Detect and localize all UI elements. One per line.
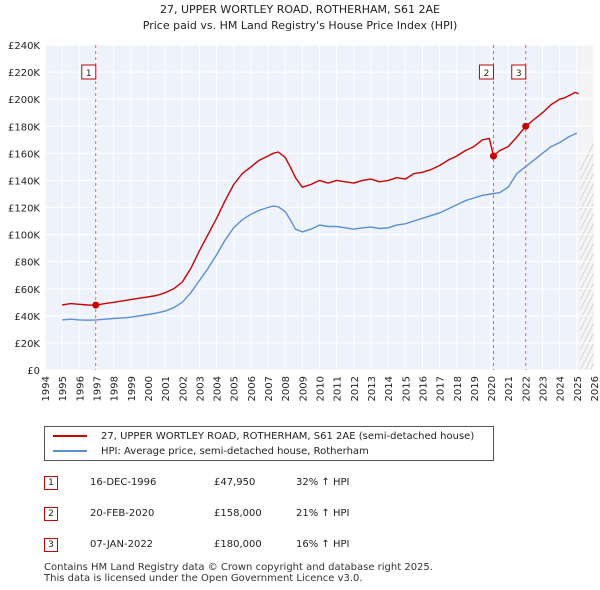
sale-marker-labels: 1 2 3	[81, 64, 527, 80]
x-tick-label: 2009	[298, 376, 309, 401]
sale-marker-lines	[95, 45, 527, 370]
y-tick-label: £180K	[8, 122, 40, 133]
x-tick-label: 2016	[418, 376, 429, 401]
transaction-hpi: 21% ↑ HPI	[296, 508, 350, 519]
property-price-line	[62, 91, 579, 306]
sale-label-box-1	[81, 64, 97, 80]
x-tick-label: 2001	[161, 376, 172, 401]
sale-label-1: 1	[86, 69, 92, 79]
footer: Contains HM Land Registry data © Crown c…	[44, 562, 433, 584]
grid-lines	[44, 44, 595, 371]
x-tick-label: 1996	[75, 376, 86, 401]
y-tick-label: £240K	[8, 41, 40, 52]
sale-label-box-3	[511, 64, 527, 80]
y-tick-label: £220K	[8, 68, 40, 79]
series-lines	[62, 91, 579, 321]
transaction-price: £180,000	[214, 539, 262, 550]
footer-line-2: This data is licensed under the Open Gov…	[44, 573, 363, 584]
y-tick-label: £40K	[14, 312, 40, 323]
x-tick-label: 2008	[281, 376, 292, 401]
y-tick-label: £0	[27, 366, 40, 377]
x-tick-label: 2007	[264, 376, 275, 401]
legend: 27, UPPER WORTLEY ROAD, ROTHERHAM, S61 2…	[44, 426, 494, 461]
y-tick-label: £60K	[14, 285, 40, 296]
x-tick-label: 1997	[92, 376, 103, 401]
x-tick-label: 2020	[487, 376, 498, 401]
x-tick-label: 2000	[144, 376, 155, 401]
transaction-price: £158,000	[214, 508, 262, 519]
x-tick-label: 2017	[436, 376, 447, 401]
transaction-price: £47,950	[214, 477, 256, 488]
chart-subtitle: Price paid vs. HM Land Registry's House …	[143, 19, 458, 32]
transaction-date: 07-JAN-2022	[90, 539, 154, 550]
x-tick-label: 2012	[350, 376, 361, 401]
x-tick-label: 2022	[521, 376, 532, 401]
x-tick-label: 2010	[316, 376, 327, 401]
sale-point-2	[489, 152, 497, 160]
sale-point-1	[92, 301, 100, 309]
x-tick-label: 2004	[213, 376, 224, 401]
legend-item-hpi: HPI: Average price, semi-detached house,…	[53, 445, 369, 459]
hpi-line	[62, 132, 578, 321]
x-tick-label: 1994	[41, 376, 52, 401]
price-chart: 27, UPPER WORTLEY ROAD, ROTHERHAM, S61 2…	[8, 3, 600, 401]
transaction-hpi: 32% ↑ HPI	[296, 477, 350, 488]
x-axis: 1994 1995 1996 1997 1998 1999 2000 2001 2002 2003…	[41, 376, 600, 401]
y-tick-label: £160K	[8, 149, 40, 160]
transaction-badge: 3	[44, 538, 58, 552]
chart-title: 27, UPPER WORTLEY ROAD, ROTHERHAM, S61 2…	[160, 3, 440, 16]
x-tick-label: 2002	[178, 376, 189, 401]
y-tick-label: £20K	[14, 339, 40, 350]
transaction-hpi: 16% ↑ HPI	[296, 539, 350, 550]
x-tick-label: 1999	[127, 376, 138, 401]
x-tick-label: 2003	[195, 376, 206, 401]
legend-label-property: 27, UPPER WORTLEY ROAD, ROTHERHAM, S61 2…	[101, 431, 475, 442]
x-tick-label: 2021	[504, 376, 515, 401]
sale-points	[92, 122, 530, 309]
x-tick-label: 2011	[333, 376, 344, 401]
x-tick-label: 2024	[556, 376, 567, 401]
legend-item-property: 27, UPPER WORTLEY ROAD, ROTHERHAM, S61 2…	[53, 430, 474, 444]
hatch-line	[595, 45, 600, 370]
x-tick-label: 2006	[247, 376, 258, 401]
x-tick-label: 2025	[573, 376, 584, 401]
x-tick-label: 2019	[470, 376, 481, 401]
sale-label-box-2	[478, 64, 494, 80]
sale-label-3: 3	[516, 69, 522, 79]
x-tick-label: 1998	[110, 376, 121, 401]
y-axis: £0 £20K £40K £60K £80K £100K £120K £140K £160K £1…	[8, 41, 40, 377]
x-tick-label: 2023	[539, 376, 550, 401]
y-tick-label: £140K	[8, 176, 40, 187]
y-tick-label: £120K	[8, 204, 40, 215]
transaction-badge: 2	[44, 507, 58, 521]
y-tick-label: £200K	[8, 95, 40, 106]
sale-label-2: 2	[484, 69, 490, 79]
x-tick-label: 2018	[453, 376, 464, 401]
sale-point-3	[522, 122, 530, 130]
footer-line-1: Contains HM Land Registry data © Crown c…	[44, 562, 433, 573]
legend-swatch-hpi	[53, 450, 87, 452]
legend-label-hpi: HPI: Average price, semi-detached house,…	[101, 446, 369, 457]
x-tick-label: 2005	[230, 376, 241, 401]
x-tick-label: 2026	[590, 376, 600, 401]
y-tick-label: £100K	[8, 231, 40, 242]
transaction-badge: 1	[44, 476, 58, 490]
transaction-date: 20-FEB-2020	[90, 508, 155, 519]
x-tick-label: 2013	[367, 376, 378, 401]
y-tick-label: £80K	[14, 258, 40, 269]
x-tick-label: 2014	[384, 376, 395, 401]
transaction-date: 16-DEC-1996	[90, 477, 157, 488]
x-tick-label: 1995	[58, 376, 69, 401]
x-tick-label: 2015	[401, 376, 412, 401]
legend-swatch-property	[53, 435, 87, 437]
